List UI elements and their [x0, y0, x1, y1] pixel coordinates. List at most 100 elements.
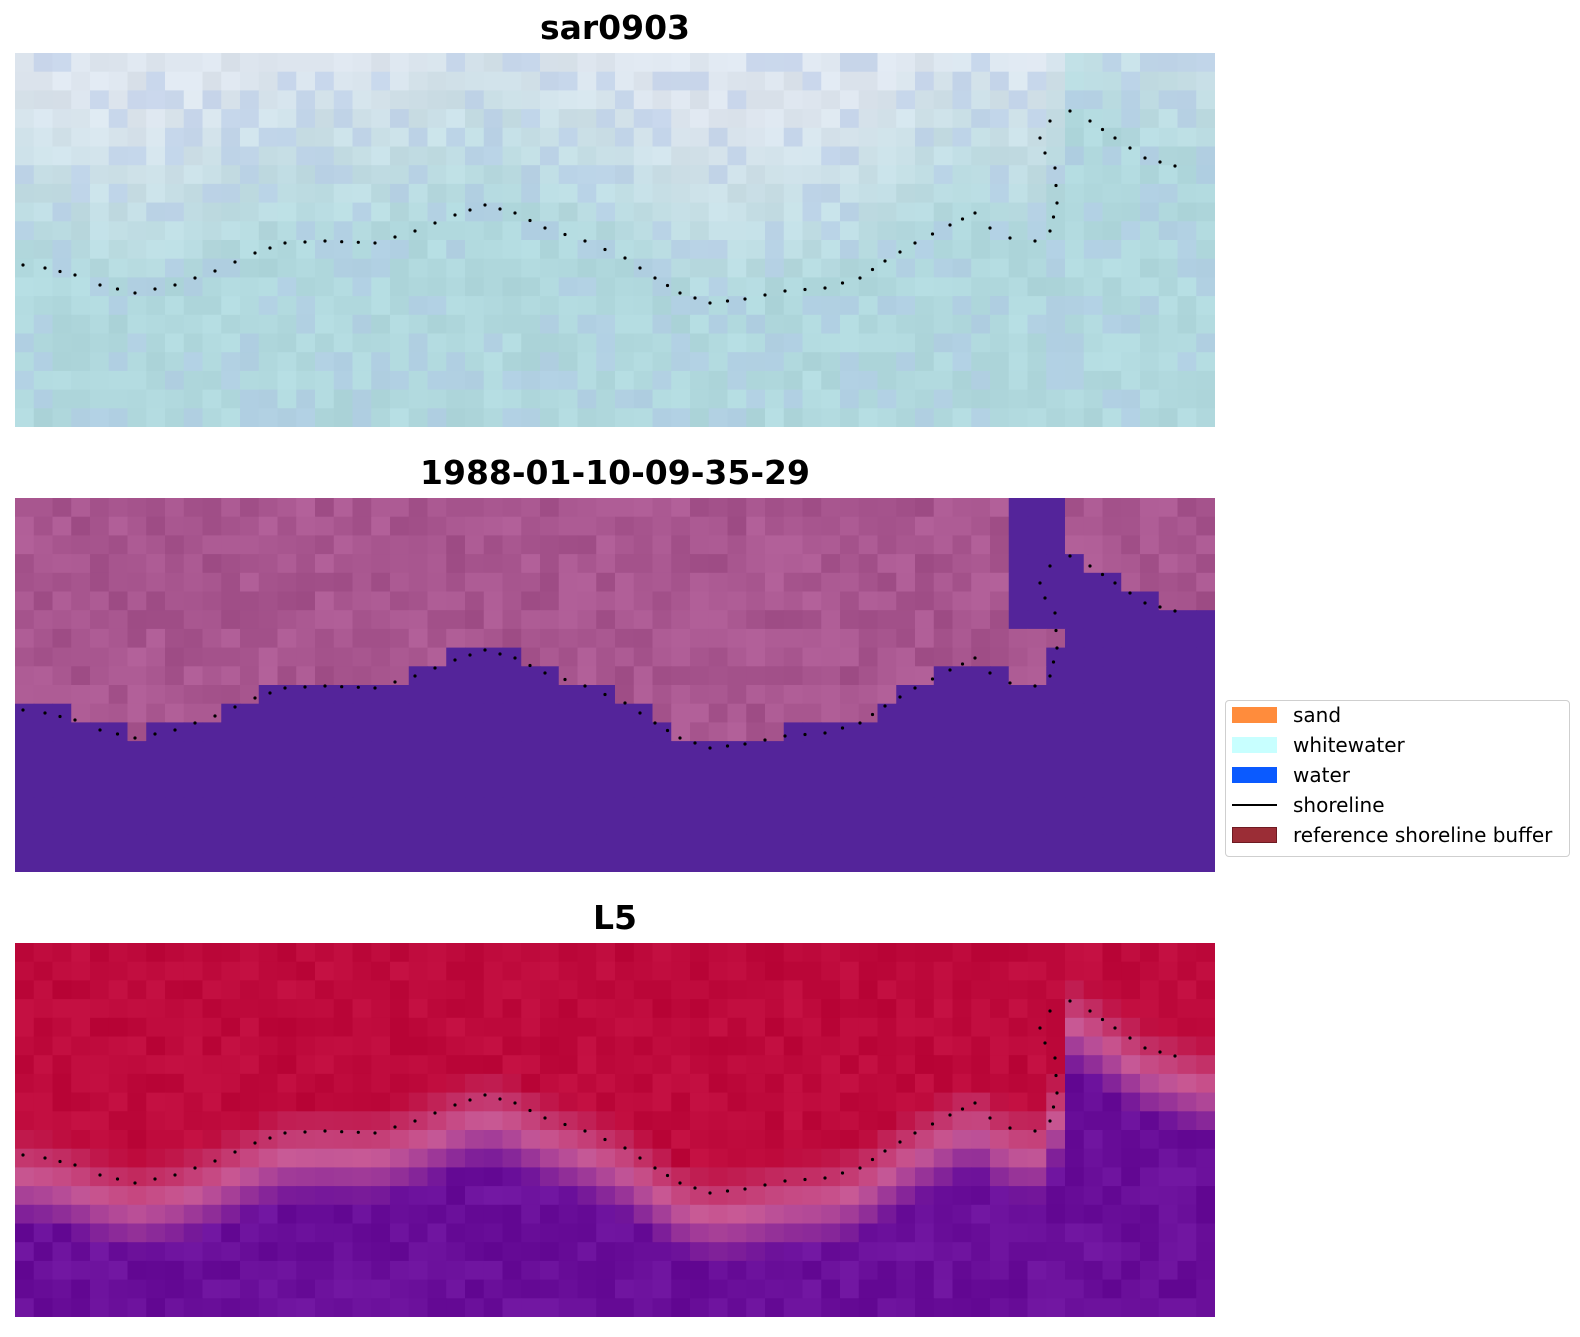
raster-pixel — [896, 165, 916, 185]
raster-pixel — [858, 759, 879, 780]
raster-pixel — [483, 389, 504, 409]
raster-pixel — [146, 778, 166, 798]
raster-pixel — [577, 370, 597, 391]
shoreline-point — [1100, 1017, 1105, 1022]
raster-pixel — [596, 90, 616, 110]
raster-pixel — [765, 1298, 785, 1317]
raster-pixel — [840, 666, 860, 686]
raster-pixel — [952, 703, 972, 723]
raster-pixel — [821, 109, 841, 129]
raster-pixel — [465, 943, 485, 963]
raster-pixel — [221, 370, 241, 391]
raster-pixel — [952, 554, 972, 574]
raster-pixel — [1102, 610, 1122, 630]
raster-pixel — [746, 572, 766, 593]
raster-pixel — [427, 703, 447, 723]
raster-pixel — [465, 647, 485, 667]
raster-pixel — [896, 834, 916, 854]
raster-pixel — [502, 797, 522, 817]
raster-pixel — [1196, 258, 1215, 278]
raster-pixel — [33, 703, 54, 723]
raster-pixel — [71, 333, 91, 353]
raster-pixel — [1083, 741, 1104, 761]
raster-pixel — [1158, 202, 1179, 222]
raster-pixel — [1027, 591, 1047, 611]
raster-pixel — [146, 722, 166, 742]
raster-pixel — [52, 535, 72, 555]
raster-pixel — [727, 741, 747, 761]
raster-pixel — [1027, 628, 1047, 649]
shoreline-point — [1158, 1050, 1162, 1054]
raster-pixel — [1102, 1204, 1122, 1225]
raster-pixel — [296, 146, 316, 166]
raster-pixel — [671, 554, 691, 574]
raster-pixel — [371, 1260, 391, 1281]
raster-pixel — [821, 647, 841, 667]
shoreline-point — [21, 708, 25, 712]
raster-pixel — [90, 1298, 110, 1317]
raster-pixel — [1008, 666, 1029, 686]
raster-pixel — [765, 591, 785, 611]
raster-pixel — [465, 703, 485, 723]
raster-pixel — [408, 685, 429, 705]
raster-pixel — [240, 943, 260, 963]
raster-pixel — [427, 296, 447, 316]
raster-pixel — [15, 685, 35, 705]
raster-pixel — [783, 834, 804, 854]
raster-pixel — [127, 797, 147, 817]
raster-pixel — [1177, 647, 1197, 667]
raster-pixel — [746, 146, 766, 166]
raster-pixel — [240, 834, 260, 854]
raster-pixel — [577, 516, 597, 536]
raster-pixel — [352, 703, 372, 723]
raster-pixel — [765, 333, 785, 353]
raster-pixel — [671, 352, 691, 372]
raster-pixel — [1027, 109, 1047, 129]
raster-pixel — [33, 1148, 54, 1168]
raster-pixel — [240, 535, 260, 555]
raster-pixel — [1046, 183, 1066, 204]
raster-pixel — [633, 572, 654, 593]
raster-pixel — [258, 1298, 279, 1317]
raster-pixel — [15, 853, 35, 872]
raster-pixel — [746, 1204, 766, 1225]
raster-pixel — [333, 314, 354, 335]
raster-pixel — [952, 647, 972, 667]
raster-pixel — [408, 703, 429, 723]
raster-pixel — [1140, 1298, 1160, 1317]
raster-pixel — [877, 685, 897, 705]
raster-pixel — [615, 146, 635, 166]
raster-pixel — [1027, 703, 1047, 723]
raster-pixel — [858, 109, 879, 129]
raster-pixel — [708, 53, 729, 73]
raster-pixel — [765, 1242, 785, 1262]
raster-pixel — [690, 165, 710, 185]
raster-pixel — [1140, 109, 1160, 129]
raster-pixel — [52, 1017, 72, 1038]
raster-pixel — [971, 314, 991, 335]
raster-pixel — [371, 610, 391, 630]
raster-pixel — [71, 221, 91, 241]
raster-pixel — [633, 628, 654, 649]
raster-pixel — [371, 53, 391, 73]
raster-pixel — [1177, 1036, 1197, 1056]
raster-pixel — [1121, 1260, 1141, 1281]
raster-pixel — [483, 1073, 504, 1094]
raster-pixel — [33, 352, 54, 372]
raster-pixel — [633, 146, 654, 166]
raster-pixel — [502, 1279, 522, 1299]
raster-pixel — [202, 1055, 222, 1075]
raster-pixel — [15, 516, 35, 536]
raster-pixel — [1158, 1167, 1179, 1187]
raster-pixel — [1083, 71, 1104, 91]
raster-pixel — [1046, 53, 1066, 73]
raster-pixel — [1158, 853, 1179, 872]
raster-pixel — [446, 146, 466, 166]
raster-pixel — [108, 333, 129, 353]
raster-pixel — [1102, 90, 1122, 110]
shoreline-point — [708, 1191, 712, 1195]
raster-pixel — [1102, 759, 1122, 780]
raster-pixel — [952, 943, 972, 963]
raster-pixel — [315, 165, 335, 185]
raster-pixel — [1158, 961, 1179, 981]
